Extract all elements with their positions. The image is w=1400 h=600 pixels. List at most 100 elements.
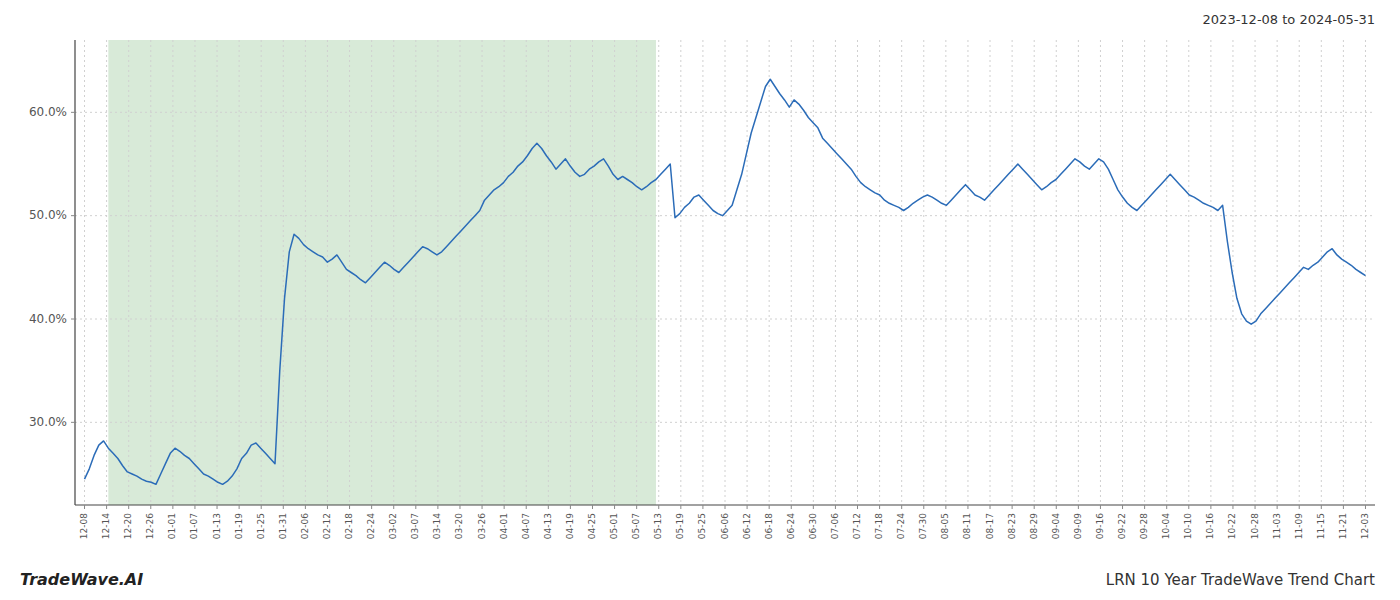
x-tick [636, 505, 637, 509]
x-tick [128, 505, 129, 509]
grid-line-x [504, 40, 505, 505]
x-tick [393, 505, 394, 509]
grid-line-x [305, 40, 306, 505]
grid-line-x [526, 40, 527, 505]
x-tick [437, 505, 438, 509]
x-tick-label: 11-21 [1338, 513, 1348, 539]
x-tick-label: 04-07 [521, 513, 531, 539]
x-tick-label: 10-22 [1227, 513, 1237, 539]
x-tick [1365, 505, 1366, 509]
x-tick [1343, 505, 1344, 509]
grid-line-x [482, 40, 483, 505]
x-tick-label: 10-10 [1183, 513, 1193, 539]
highlight-region [108, 40, 656, 505]
grid [75, 40, 1375, 505]
grid-line-x [371, 40, 372, 505]
grid-line-x [194, 40, 195, 505]
x-tick [835, 505, 836, 509]
grid-line-x [106, 40, 107, 505]
x-tick-label: 05-07 [631, 513, 641, 539]
grid-line-x [283, 40, 284, 505]
grid-line-x [923, 40, 924, 505]
x-tick [548, 505, 549, 509]
x-tick [1056, 505, 1057, 509]
x-tick [813, 505, 814, 509]
x-tick-label: 03-07 [410, 513, 420, 539]
x-tick [1012, 505, 1013, 509]
grid-line-x [217, 40, 218, 505]
x-tick-label: 01-01 [167, 513, 177, 539]
x-tick-label: 05-13 [653, 513, 663, 539]
axes: 30.0%40.0%50.0%60.0%12-0812-1412-2012-26… [29, 40, 1375, 539]
x-tick-label: 02-06 [300, 513, 310, 539]
x-tick-label: 05-25 [697, 513, 707, 539]
x-tick [1078, 505, 1079, 509]
x-tick [791, 505, 792, 509]
series [85, 79, 1366, 484]
x-tick [1277, 505, 1278, 509]
x-tick [570, 505, 571, 509]
plot-area [108, 40, 656, 505]
grid-line-x [570, 40, 571, 505]
grid-line-x [791, 40, 792, 505]
brand: TradeWave.AI [20, 570, 143, 589]
grid-line-x [437, 40, 438, 505]
grid-line-x [261, 40, 262, 505]
x-tick [680, 505, 681, 509]
x-tick [1100, 505, 1101, 509]
x-tick-label: 02-12 [322, 513, 332, 539]
x-tick-label: 04-19 [565, 513, 575, 539]
x-tick-label: 01-31 [278, 513, 288, 539]
grid-line-x [702, 40, 703, 505]
y-tick [71, 112, 75, 113]
grid-line-x [945, 40, 946, 505]
x-tick-label: 10-04 [1161, 513, 1171, 539]
x-tick [482, 505, 483, 509]
x-tick-label: 11-09 [1294, 513, 1304, 539]
x-tick-label: 07-18 [874, 513, 884, 539]
x-tick-label: 12-14 [101, 513, 111, 539]
x-tick-label: 09-09 [1073, 513, 1083, 539]
x-tick-label: 01-07 [189, 513, 199, 539]
x-tick [990, 505, 991, 509]
x-tick [283, 505, 284, 509]
x-tick [305, 505, 306, 509]
x-tick-label: 01-19 [234, 513, 244, 539]
y-tick-label: 40.0% [29, 312, 67, 326]
grid-line-x [813, 40, 814, 505]
x-tick-label: 12-03 [1360, 513, 1370, 539]
x-tick [1210, 505, 1211, 509]
grid-line-x [592, 40, 593, 505]
grid-line-x [150, 40, 151, 505]
x-tick-label: 11-03 [1272, 513, 1282, 539]
grid-line-x [636, 40, 637, 505]
x-tick-label: 10-16 [1205, 513, 1215, 539]
x-tick-label: 06-18 [764, 513, 774, 539]
x-tick [658, 505, 659, 509]
x-tick [217, 505, 218, 509]
grid-line-x [614, 40, 615, 505]
grid-line-x [415, 40, 416, 505]
grid-line-x [128, 40, 129, 505]
x-tick-label: 12-26 [145, 513, 155, 539]
x-tick [150, 505, 151, 509]
x-tick-label: 11-15 [1316, 513, 1326, 539]
y-tick-label: 60.0% [29, 105, 67, 119]
x-tick-label: 05-01 [609, 513, 619, 539]
grid-line-x [769, 40, 770, 505]
grid-line-x [901, 40, 902, 505]
grid-line-x [393, 40, 394, 505]
x-tick [1255, 505, 1256, 509]
grid-line-x [1012, 40, 1013, 505]
x-tick-label: 01-25 [256, 513, 266, 539]
x-tick [945, 505, 946, 509]
x-tick-label: 12-08 [79, 513, 89, 539]
x-tick [769, 505, 770, 509]
grid-line-x [658, 40, 659, 505]
x-tick [1122, 505, 1123, 509]
grid-line-x [967, 40, 968, 505]
chart: 30.0%40.0%50.0%60.0%12-0812-1412-2012-26… [0, 0, 1400, 600]
x-tick-label: 06-24 [786, 513, 796, 539]
x-tick-label: 12-20 [123, 513, 133, 539]
x-tick-label: 09-04 [1051, 513, 1061, 539]
